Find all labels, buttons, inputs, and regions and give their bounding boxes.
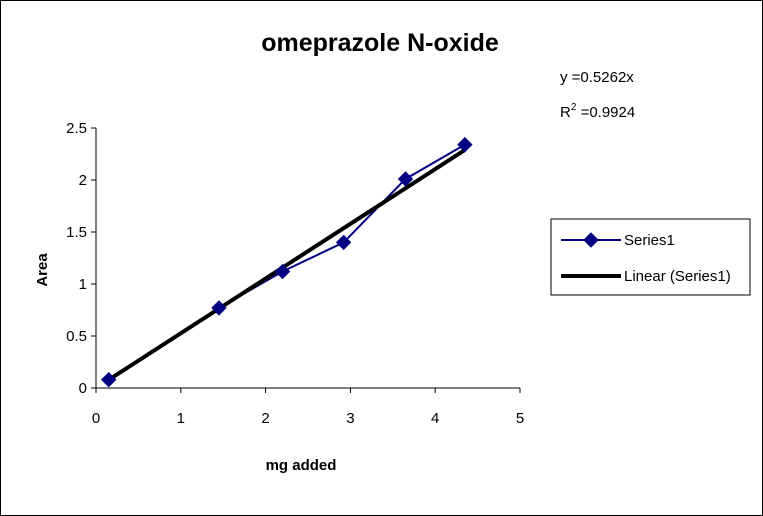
y-tick-label: 2.5 xyxy=(66,120,87,137)
trendline-equation: y =0.5262x xyxy=(560,69,634,86)
legend-series1-label: Series1 xyxy=(624,232,675,249)
x-tick-label: 0 xyxy=(92,410,100,427)
y-tick-label: 1 xyxy=(79,276,87,293)
legend: Series1 Linear (Series1) xyxy=(550,218,751,296)
legend-series1-marker xyxy=(583,232,599,248)
series1-point xyxy=(457,136,473,153)
x-tick-label: 1 xyxy=(177,410,185,427)
plot-area xyxy=(101,136,473,388)
x-tick-label: 3 xyxy=(346,410,354,427)
x-tick-label: 5 xyxy=(516,410,524,427)
y-tick-label: 1.5 xyxy=(66,224,87,241)
y-tick-label: 2 xyxy=(79,172,87,189)
legend-box xyxy=(550,218,751,296)
series1-point xyxy=(274,263,291,280)
series1-point xyxy=(397,171,414,187)
r-squared-r: R xyxy=(560,104,571,121)
linear-trendline xyxy=(107,148,466,382)
legend-trendline-label: Linear (Series1) xyxy=(624,268,731,285)
axes xyxy=(95,128,520,389)
x-tick-label: 4 xyxy=(431,410,439,427)
y-axis-ticks: 0 0.5 1 1.5 2 2.5 xyxy=(66,120,96,397)
r-squared-value: =0.9924 xyxy=(576,104,635,121)
series1-point xyxy=(101,371,117,388)
x-tick-label: 2 xyxy=(261,410,269,427)
x-axis-ticks: 0 1 2 3 4 5 xyxy=(92,388,524,427)
series1-point xyxy=(335,234,352,251)
y-tick-label: 0.5 xyxy=(66,328,87,345)
y-tick-label: 0 xyxy=(79,380,87,397)
y-axis-label: Area xyxy=(34,253,51,287)
chart-title: omeprazole N-oxide xyxy=(261,29,499,57)
x-axis-label: mg added xyxy=(266,457,337,474)
r-squared-superscript: 2 xyxy=(571,102,577,113)
r-squared-label: R2 =0.9924 xyxy=(560,102,635,121)
series1-point xyxy=(211,300,227,316)
